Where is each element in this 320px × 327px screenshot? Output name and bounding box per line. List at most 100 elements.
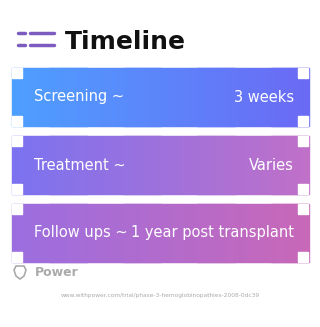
Bar bbox=[100, 204, 101, 262]
Bar bbox=[249, 68, 250, 126]
Bar bbox=[240, 136, 241, 194]
Bar bbox=[164, 136, 165, 194]
Bar bbox=[22, 136, 23, 194]
Bar bbox=[28, 136, 29, 194]
Bar bbox=[258, 204, 259, 262]
Bar bbox=[152, 136, 154, 194]
Bar bbox=[252, 136, 253, 194]
Bar bbox=[304, 136, 306, 194]
Bar bbox=[124, 136, 126, 194]
Bar bbox=[91, 204, 92, 262]
Bar bbox=[125, 136, 127, 194]
Bar bbox=[139, 68, 141, 126]
Bar bbox=[132, 204, 134, 262]
Bar bbox=[301, 204, 303, 262]
Bar bbox=[27, 136, 28, 194]
Bar bbox=[294, 204, 296, 262]
Bar bbox=[188, 136, 190, 194]
Bar bbox=[62, 136, 64, 194]
Bar bbox=[48, 136, 49, 194]
Bar bbox=[194, 136, 195, 194]
Bar bbox=[109, 68, 110, 126]
Bar bbox=[211, 204, 213, 262]
Bar bbox=[79, 204, 81, 262]
Bar bbox=[225, 136, 227, 194]
Bar bbox=[34, 204, 35, 262]
Bar bbox=[42, 136, 43, 194]
Bar bbox=[259, 136, 260, 194]
Bar bbox=[292, 204, 294, 262]
Bar bbox=[235, 68, 236, 126]
Bar bbox=[285, 68, 287, 126]
Bar bbox=[12, 204, 22, 214]
Bar bbox=[26, 68, 27, 126]
Bar bbox=[221, 204, 223, 262]
Bar bbox=[160, 204, 162, 262]
Bar bbox=[203, 68, 204, 126]
Bar bbox=[202, 136, 203, 194]
Bar bbox=[136, 204, 138, 262]
Bar bbox=[296, 136, 298, 194]
Bar bbox=[39, 204, 40, 262]
Bar bbox=[260, 136, 261, 194]
Bar bbox=[276, 204, 277, 262]
Bar bbox=[180, 204, 181, 262]
Bar bbox=[154, 68, 156, 126]
Bar bbox=[287, 204, 289, 262]
Bar bbox=[42, 204, 43, 262]
Bar bbox=[113, 136, 114, 194]
Bar bbox=[12, 136, 22, 146]
Bar bbox=[135, 204, 137, 262]
Bar bbox=[202, 68, 203, 126]
Bar bbox=[237, 136, 238, 194]
Bar bbox=[269, 136, 271, 194]
Bar bbox=[111, 68, 112, 126]
Bar bbox=[60, 204, 62, 262]
Bar bbox=[174, 68, 175, 126]
Bar bbox=[298, 136, 308, 146]
Bar bbox=[196, 136, 198, 194]
Bar bbox=[159, 204, 161, 262]
Bar bbox=[56, 68, 58, 126]
Bar bbox=[110, 136, 111, 194]
Bar bbox=[101, 136, 102, 194]
Bar bbox=[154, 204, 156, 262]
Bar bbox=[214, 68, 216, 126]
Bar bbox=[193, 136, 194, 194]
Bar bbox=[24, 204, 25, 262]
Bar bbox=[238, 68, 239, 126]
Bar bbox=[120, 136, 121, 194]
Bar bbox=[232, 204, 234, 262]
Bar bbox=[16, 68, 17, 126]
Bar bbox=[35, 68, 36, 126]
Bar bbox=[184, 68, 185, 126]
Bar bbox=[105, 204, 106, 262]
Bar bbox=[167, 204, 168, 262]
Bar bbox=[96, 68, 97, 126]
Bar bbox=[81, 68, 83, 126]
Bar bbox=[19, 68, 20, 126]
Bar bbox=[43, 68, 44, 126]
Bar bbox=[172, 136, 173, 194]
Bar bbox=[242, 204, 244, 262]
Bar bbox=[101, 204, 102, 262]
Bar bbox=[175, 204, 176, 262]
Bar bbox=[83, 68, 84, 126]
Bar bbox=[49, 204, 50, 262]
Bar bbox=[192, 68, 193, 126]
Bar bbox=[101, 68, 102, 126]
Bar bbox=[182, 136, 183, 194]
Bar bbox=[67, 68, 69, 126]
Bar bbox=[228, 136, 229, 194]
Bar bbox=[298, 68, 308, 78]
Bar bbox=[96, 204, 97, 262]
Bar bbox=[28, 68, 29, 126]
Bar bbox=[218, 204, 220, 262]
Bar bbox=[135, 136, 137, 194]
Bar bbox=[146, 204, 148, 262]
Bar bbox=[282, 204, 284, 262]
Bar bbox=[188, 204, 190, 262]
Bar bbox=[262, 204, 263, 262]
Bar bbox=[264, 68, 265, 126]
Bar bbox=[127, 204, 129, 262]
